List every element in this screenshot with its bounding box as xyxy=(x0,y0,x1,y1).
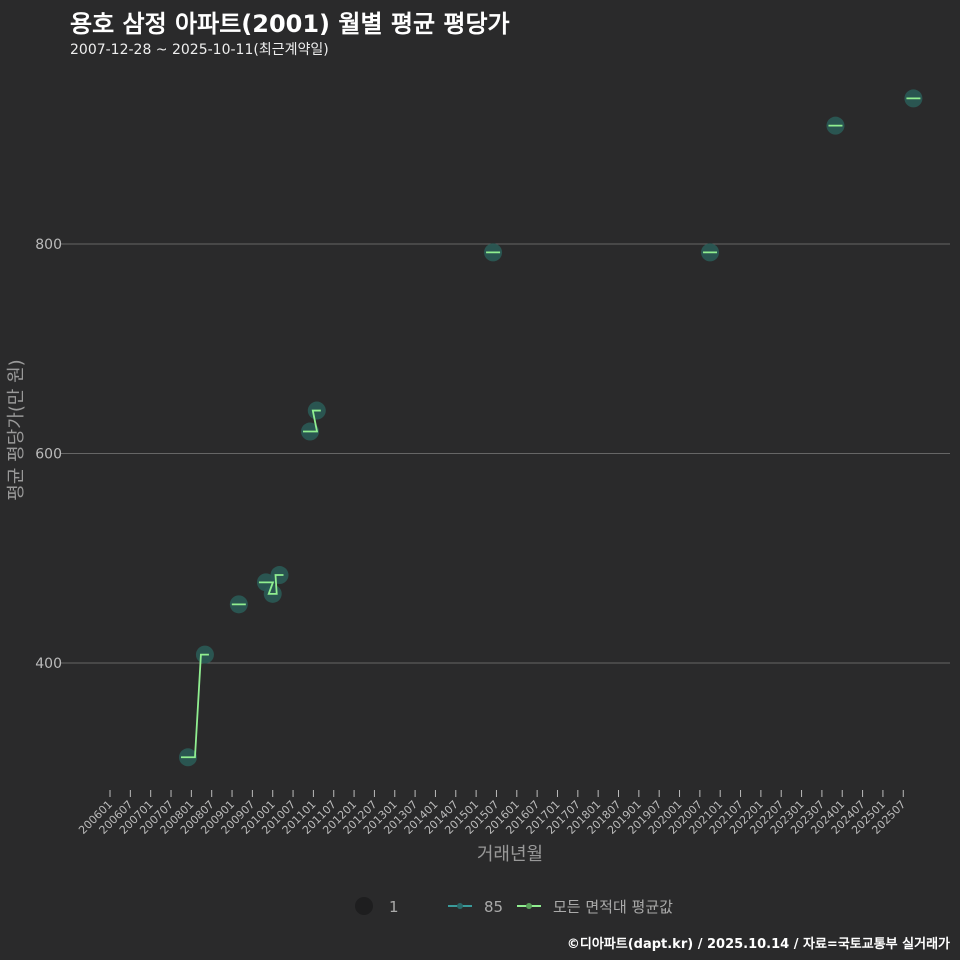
legend-85-marker xyxy=(457,903,463,909)
y-axis-title: 평균 평당가(만 원) xyxy=(6,359,27,500)
y-tick-label: 800 xyxy=(35,237,62,253)
footer-credit: ©디아파트(dapt.kr) / 2025.10.14 / 자료=국토교통부 실… xyxy=(566,937,950,952)
chart-subtitle: 2007-12-28 ~ 2025-10-11(최근계약일) xyxy=(70,42,329,58)
legend: 1 85 모든 면적대 평균값 xyxy=(355,897,673,916)
legend-size-label: 1 xyxy=(389,898,399,916)
legend-85-label: 85 xyxy=(484,898,503,916)
legend-size-marker xyxy=(355,897,373,915)
legend-avg-marker xyxy=(526,903,532,909)
x-axis-title: 거래년월 xyxy=(477,844,543,865)
y-tick-label: 600 xyxy=(35,447,62,463)
legend-avg-label: 모든 면적대 평균값 xyxy=(553,898,673,916)
chart-title: 용호 삼정 아파트(2001) 월별 평균 평당가 xyxy=(70,10,510,38)
average-line xyxy=(180,97,921,759)
y-tick-label: 400 xyxy=(35,656,62,672)
